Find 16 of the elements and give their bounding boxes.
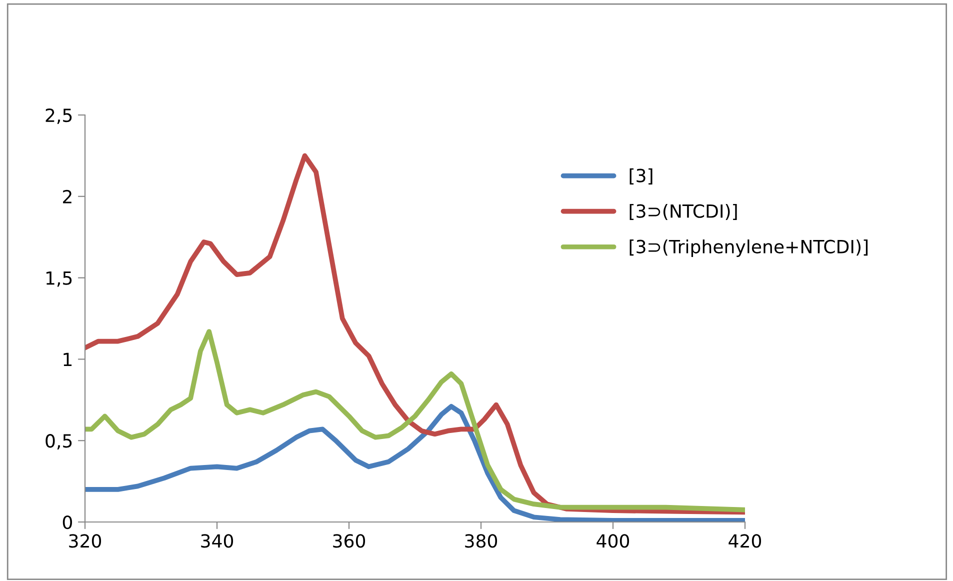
y-tick-label: 2,5 xyxy=(46,108,72,124)
y-tick-label: 1,5 xyxy=(46,271,72,287)
x-tick-label: 360 xyxy=(333,534,366,548)
x-tick-label: 320 xyxy=(69,534,102,548)
x-tick-label: 380 xyxy=(465,534,498,548)
y-tick-label: 0 xyxy=(62,515,72,530)
y-tick-label: 1 xyxy=(64,352,72,366)
x-tick-label: 340 xyxy=(201,534,234,548)
legend-label: [3] xyxy=(630,168,652,185)
y-tick-label: 0,5 xyxy=(46,434,72,450)
legend-label: [3⊃(Triphenylene+NTCDI)] xyxy=(630,239,868,257)
legend-label: [3⊃(NTCDI)] xyxy=(630,204,737,220)
x-tick-label: 400 xyxy=(596,534,630,548)
y-tick-label: 2 xyxy=(63,190,72,204)
x-tick-label: 420 xyxy=(728,534,762,548)
line-series xyxy=(85,329,745,512)
